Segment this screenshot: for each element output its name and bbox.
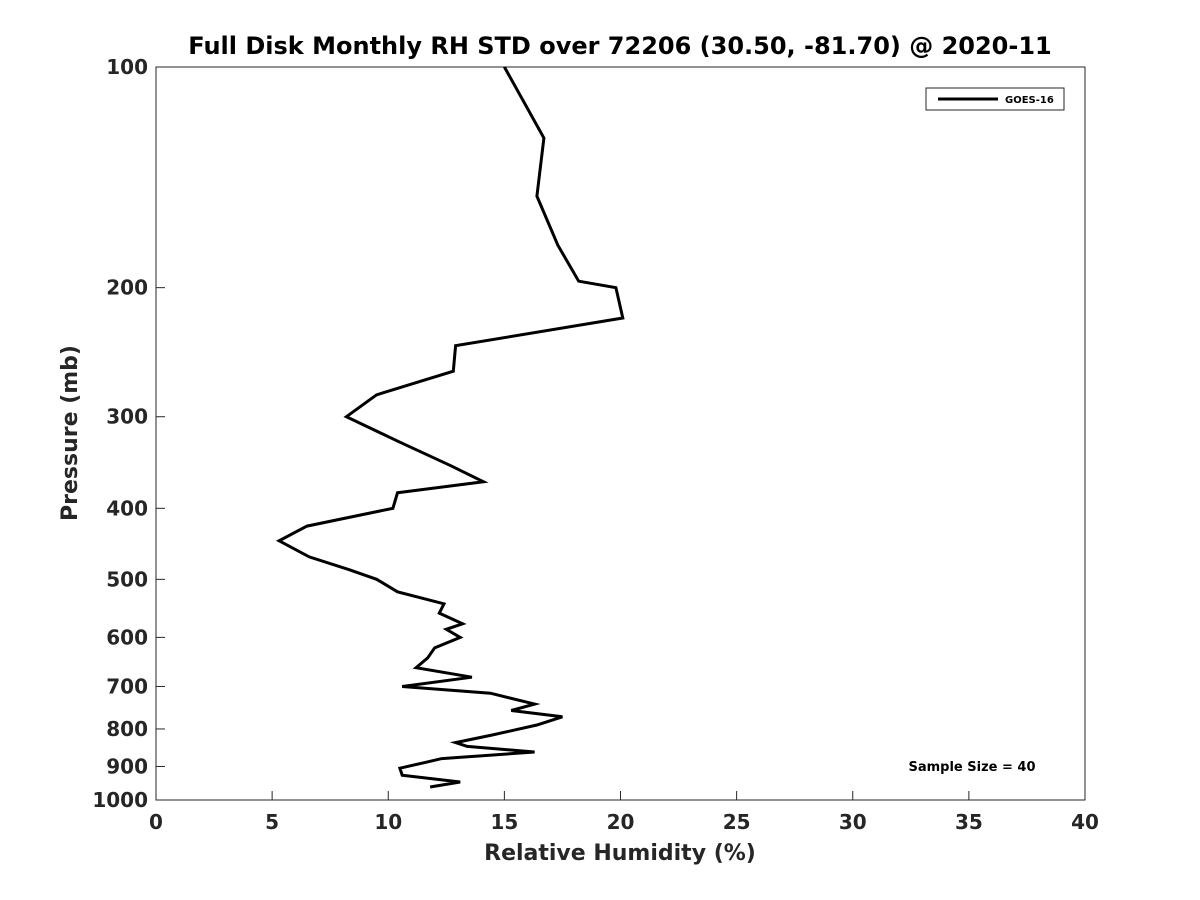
y-tick-label: 300 bbox=[106, 405, 148, 429]
y-tick-label: 700 bbox=[106, 674, 148, 698]
x-tick-label: 40 bbox=[1071, 810, 1099, 834]
y-tick-label: 1000 bbox=[92, 788, 148, 812]
y-tick-label: 900 bbox=[106, 754, 148, 778]
x-tick-label: 30 bbox=[839, 810, 867, 834]
chart-title: Full Disk Monthly RH STD over 72206 (30.… bbox=[188, 32, 1051, 60]
x-tick-label: 10 bbox=[374, 810, 402, 834]
y-axis-label: Pressure (mb) bbox=[58, 345, 83, 521]
x-tick-label: 35 bbox=[955, 810, 983, 834]
y-tick-label: 800 bbox=[106, 717, 148, 741]
x-axis: 0 5 10 15 20 25 30 35 40 bbox=[149, 791, 1099, 834]
x-tick-label: 0 bbox=[149, 810, 163, 834]
x-tick-label: 15 bbox=[490, 810, 518, 834]
legend-label: GOES-16 bbox=[1005, 95, 1054, 106]
x-axis-label: Relative Humidity (%) bbox=[484, 841, 756, 866]
y-tick-label: 100 bbox=[106, 55, 148, 79]
x-tick-label: 25 bbox=[723, 810, 751, 834]
legend: GOES-16 bbox=[925, 87, 1065, 111]
sample-size-annotation: Sample Size = 40 bbox=[908, 760, 1035, 775]
plot-area bbox=[155, 66, 1086, 801]
y-axis: 100 200 300 400 500 600 700 800 900 1000 bbox=[92, 55, 165, 812]
y-tick-label: 200 bbox=[106, 276, 148, 300]
x-tick-label: 20 bbox=[607, 810, 635, 834]
x-tick-label: 5 bbox=[265, 810, 279, 834]
y-tick-label: 500 bbox=[106, 567, 148, 591]
series-line-goes-16 bbox=[275, 66, 625, 789]
y-tick-label: 600 bbox=[106, 625, 148, 649]
y-tick-label: 400 bbox=[106, 496, 148, 520]
